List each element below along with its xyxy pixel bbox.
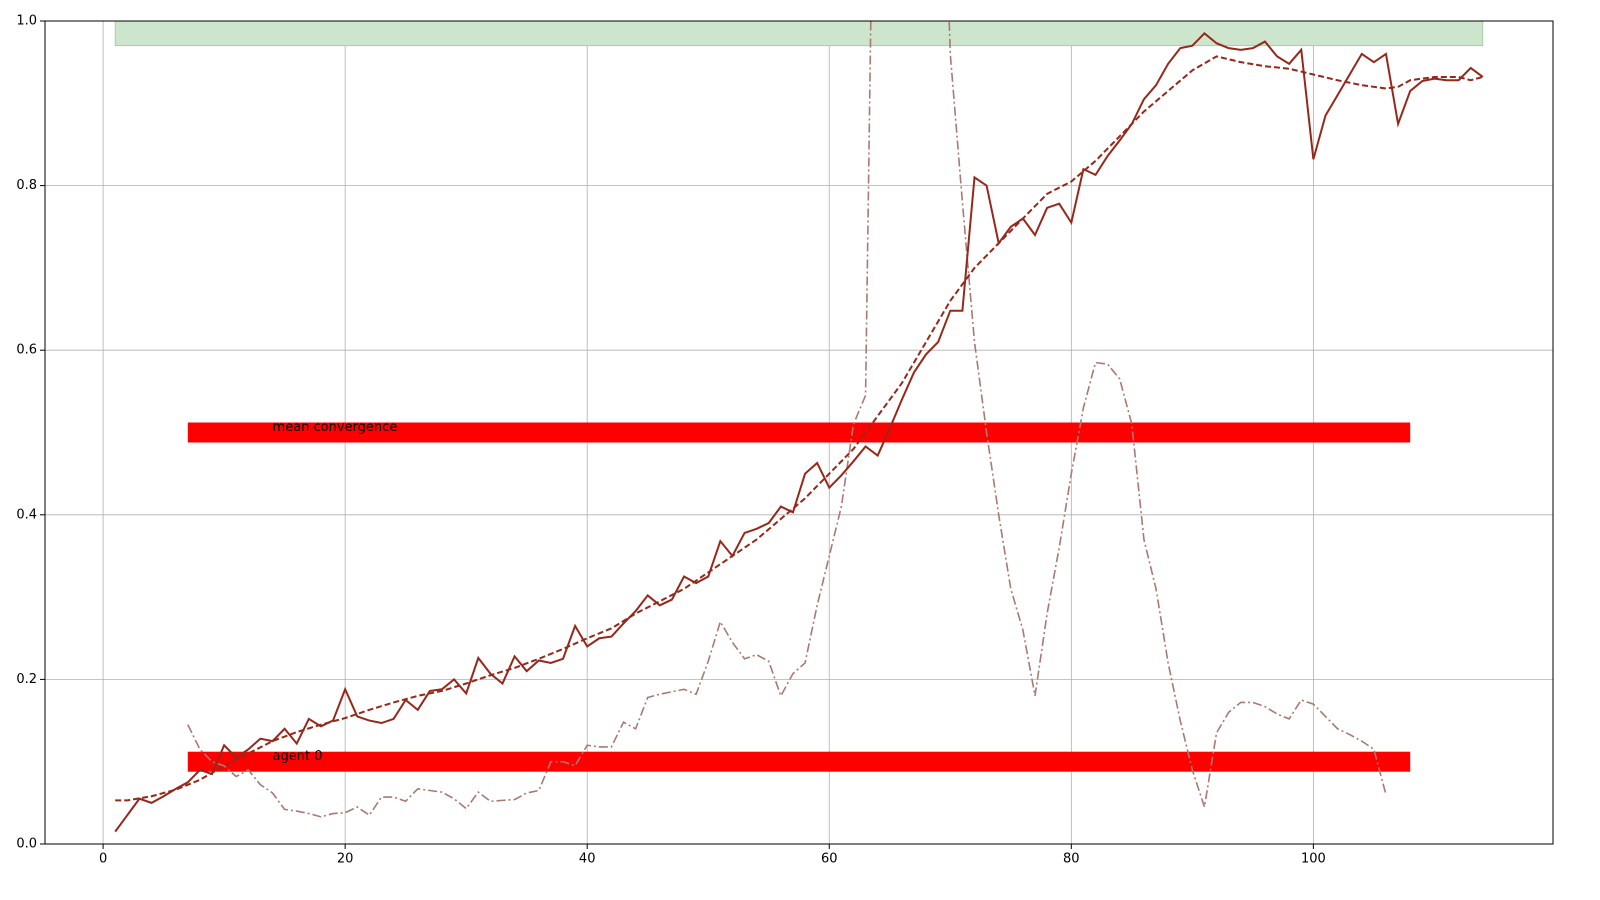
series-line (115, 55, 1484, 802)
x-tick-label: 80 (1063, 852, 1080, 867)
x-tick-label: 40 (579, 852, 596, 867)
highlight-band (114, 20, 1484, 47)
y-tick-label: 0.2 (16, 672, 37, 687)
series-line (114, 31, 1484, 833)
plot-lines (114, 21, 1484, 833)
y-tick-label: 0.8 (16, 178, 37, 193)
y-tick-label: 1.0 (16, 14, 37, 29)
y-tick-label: 0.4 (16, 507, 37, 522)
annotation-text: agent 0 (273, 749, 323, 764)
x-tick-label: 20 (337, 852, 354, 867)
x-tick-label: 100 (1301, 852, 1326, 867)
annotation-text: mean convergence (273, 420, 398, 435)
y-tick-label: 0.6 (16, 343, 37, 358)
series-line (187, 21, 1387, 818)
annotation-box (187, 751, 1411, 772)
x-tick-label: 0 (99, 852, 107, 867)
annotation-box (187, 422, 1411, 443)
plot-frame (44, 20, 1554, 845)
x-tick-label: 60 (821, 852, 838, 867)
y-tick-label: 0.0 (16, 837, 37, 852)
